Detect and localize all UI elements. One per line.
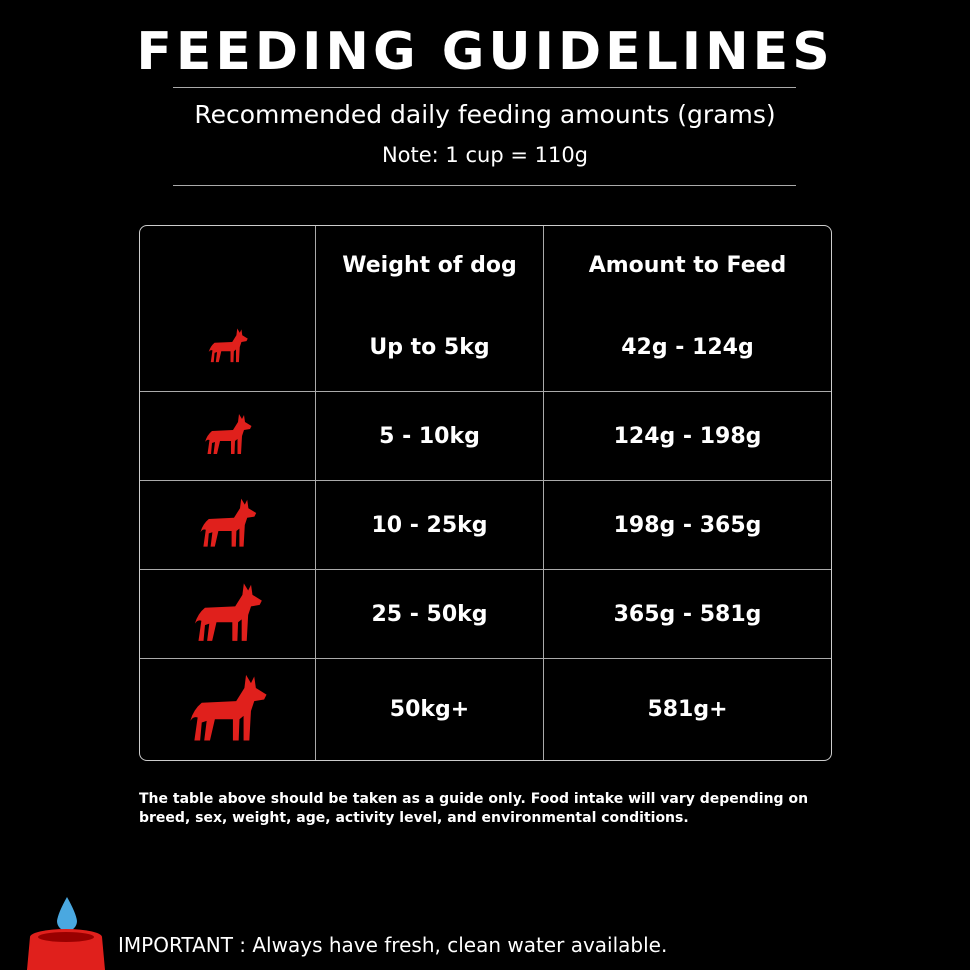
weight-cell: 50kg+ xyxy=(316,659,544,760)
important-note: IMPORTANT : Always have fresh, clean wat… xyxy=(118,933,668,957)
icon-header xyxy=(140,226,316,304)
feeding-table: Weight of dog Amount to Feed Up to 5kg 42… xyxy=(139,225,832,761)
divider xyxy=(173,185,796,186)
amount-cell: 124g - 198g xyxy=(544,392,831,481)
dog-icon xyxy=(189,674,267,741)
weight-cell: 25 - 50kg xyxy=(316,570,544,659)
weight-cell: 10 - 25kg xyxy=(316,481,544,570)
table-row: 25 - 50kg 365g - 581g xyxy=(140,570,831,659)
dog-icon xyxy=(194,582,262,641)
dog-icon-cell xyxy=(140,570,316,659)
table-row: Up to 5kg 42g - 124g xyxy=(140,304,831,392)
dog-icon-cell xyxy=(140,481,316,570)
water-bowl-icon xyxy=(27,897,105,970)
dog-icon xyxy=(208,328,248,362)
footnote: The table above should be taken as a gui… xyxy=(139,791,809,826)
weight-cell: Up to 5kg xyxy=(316,304,544,392)
amount-cell: 581g+ xyxy=(647,697,728,722)
table-row: 10 - 25kg 198g - 365g xyxy=(140,481,831,570)
dog-icon-cell xyxy=(140,304,316,392)
dog-icon-cell xyxy=(140,392,316,481)
weight-cell: 5 - 10kg xyxy=(316,392,544,481)
column-header: Weight of dog xyxy=(316,226,544,304)
divider xyxy=(173,87,796,88)
amount-cell: 198g - 365g xyxy=(544,481,831,570)
dog-icon xyxy=(199,498,256,547)
note: Note: 1 cup = 110g xyxy=(381,143,589,167)
table-row: 50kg+ 581g+ xyxy=(140,659,831,760)
table-row: 5 - 10kg 124g - 198g xyxy=(140,392,831,481)
header-row: Weight of dog Amount to Feed xyxy=(140,226,831,304)
amount-cell: 42g - 124g xyxy=(544,304,831,392)
subtitle: Recommended daily feeding amounts (grams… xyxy=(194,100,776,129)
dog-icon-cell xyxy=(140,659,316,760)
title: FEEDING GUIDELINES xyxy=(136,22,834,82)
amount-cell: 365g - 581g xyxy=(544,570,831,659)
dog-icon xyxy=(204,413,251,454)
column-header: Amount to Feed xyxy=(588,252,787,278)
